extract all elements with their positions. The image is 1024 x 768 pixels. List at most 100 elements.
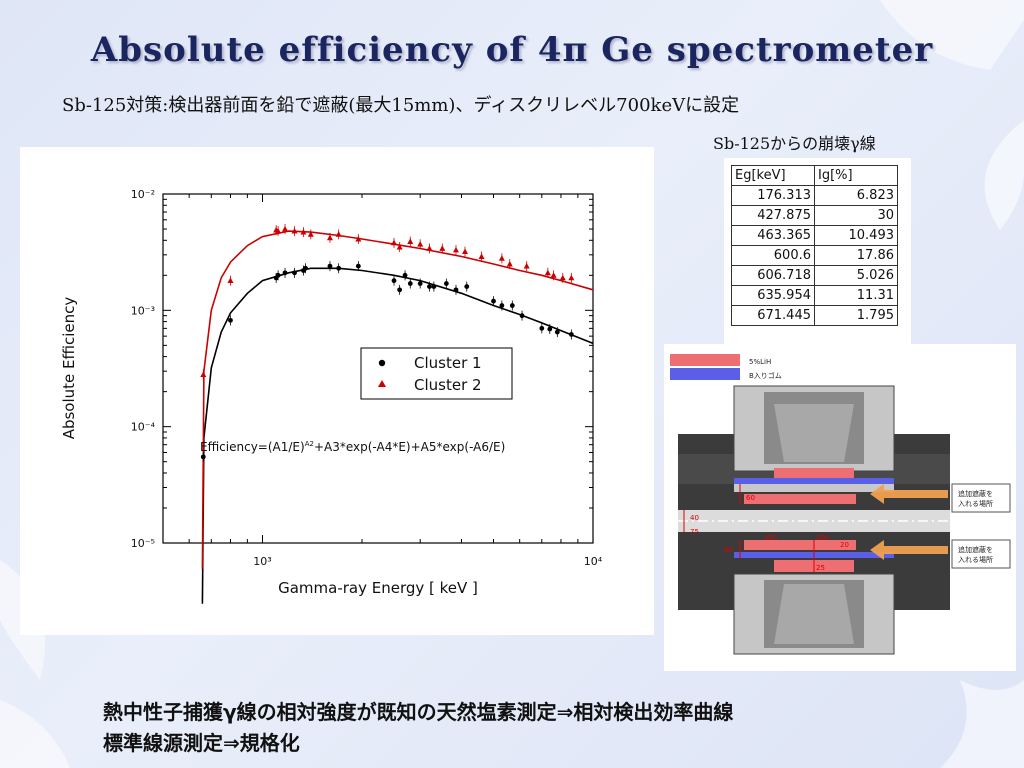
table-header-energy: Eg[keV] [731,165,815,186]
data-point-cluster-2 [275,227,282,234]
data-point-cluster-2 [407,238,414,244]
dimension-label: 25 [816,564,825,572]
callout-box-upper [951,483,1011,513]
data-point-cluster-1 [303,265,308,271]
callout-box-lower [951,539,1011,569]
table-row: 176.313 6.823 [731,185,898,206]
data-point-cluster-1 [391,278,397,284]
data-point-cluster-1 [407,281,413,286]
decay-gamma-table: Eg[keV] Ig[%] 176.313 6.823 427.875 30 463.3… [731,165,898,326]
data-point-cluster-2 [391,239,398,246]
energy-cell: 606.718 [731,265,815,286]
efficiency-chart: 10³ 10⁴ 10⁻⁵ 10⁻⁴ 10⁻³ 10⁻² Gamma-ray Energy … [60,188,603,604]
legend-label-cluster-2: Cluster 2 [414,376,482,394]
upper-lih-inner [744,494,856,504]
x-tick-label: 10³ [253,555,271,568]
data-point-cluster-2 [544,269,551,276]
legend-label-cluster-1: Cluster 1 [414,354,482,372]
data-point-cluster-2 [439,245,446,251]
data-point-cluster-1 [336,265,342,271]
table-row: 606.718 5.026 [731,265,898,286]
table-row: 600.6 17.86 [731,245,898,266]
data-point-cluster-2 [335,231,342,237]
detector-shield-diagram: 5%LiH B入りゴム 60 40 75 [670,354,1011,655]
energy-cell: 427.875 [731,205,815,226]
dimension-label: 60 [724,546,733,554]
bottom-note: 熱中性子捕獲γ線の相対強度が既知の天然塩素測定⇒相対検出効率曲線 標準線源測定⇒… [103,697,733,759]
data-point-cluster-1 [554,329,560,335]
data-point-cluster-2 [523,262,530,269]
bottom-note-line-1: 熱中性子捕獲γ線の相対強度が既知の天然塩素測定⇒相対検出効率曲線 [103,700,734,724]
data-point-cluster-1 [443,281,449,286]
energy-cell: 600.6 [731,245,815,266]
fit-curve-1 [201,267,594,604]
legend-swatch-boron-rubber [670,368,740,380]
x-tick-label: 10⁴ [584,555,603,568]
callout-arrow-upper [870,484,948,504]
data-point-cluster-1 [427,284,432,289]
data-point-cluster-2 [307,231,314,237]
energy-cell: 635.954 [731,285,815,306]
callout-text-lower: 追加遮蔽を入れる場所 [958,545,993,564]
data-point-cluster-1 [417,281,423,286]
intensity-cell: 11.31 [814,285,898,306]
data-point-cluster-2 [498,255,505,261]
data-point-cluster-2 [426,245,433,251]
upper-lih-layer [774,468,854,478]
lower-crystal [774,584,854,644]
lower-lih-inner [744,540,856,550]
table-row: 635.954 11.31 [731,285,898,306]
y-tick-label: 10⁻² [131,188,155,201]
data-point-cluster-1 [464,284,470,289]
upper-crystal [774,404,854,462]
data-point-cluster-2 [568,274,575,281]
plot-frame [162,193,594,544]
table-row: 427.875 30 [731,205,898,226]
bottom-note-line-2: 標準線源測定⇒規格化 [103,731,300,755]
callout-text-upper: 追加遮蔽を入れる場所 [958,489,993,508]
dimension-label: 75 [690,528,699,536]
data-point-cluster-1 [397,287,403,293]
data-point-cluster-1 [228,317,233,323]
data-point-cluster-1 [431,284,437,289]
page-subtitle: Sb-125対策:検出器前面を鉛で遮蔽(最大15mm)、ディスクリレベル700k… [62,95,740,116]
intensity-cell: 30 [814,205,898,226]
data-point-cluster-1 [327,263,333,269]
data-point-cluster-2 [355,235,362,242]
energy-cell: 176.313 [731,185,815,206]
dimension-label: 60 [746,494,755,502]
intensity-cell: 1.795 [814,305,898,326]
fit-formula-annotation: Efficiency=(A1/E)A2+A3*exp(-A4*E)+A5*exp… [200,440,505,454]
page-title: Absolute efficiency of 4π Ge spectromete… [90,30,934,70]
data-point-cluster-2 [550,272,557,278]
y-tick-label: 10⁻⁵ [131,537,155,550]
y-tick-label: 10⁻⁴ [131,421,156,434]
legend-label-lih: 5%LiH [749,358,771,366]
intensity-cell: 17.86 [814,245,898,266]
data-point-cluster-1 [292,270,297,276]
data-point-cluster-1 [355,263,361,269]
chart-legend: Cluster 1 Cluster 2 [360,347,513,400]
data-point-cluster-1 [200,454,206,460]
table-row: 671.445 1.795 [731,305,898,326]
table-header-intensity: Ig[%] [814,165,898,186]
upper-lih-block [734,484,894,492]
data-point-cluster-2 [326,234,333,241]
data-point-cluster-2 [227,277,234,284]
dimension-label: 100 [764,534,777,542]
data-point-cluster-2 [462,248,469,254]
y-axis-label: Absolute Efficiency [60,297,78,440]
data-point-cluster-2 [396,243,403,250]
energy-cell: 671.445 [731,305,815,326]
data-point-cluster-1 [275,272,281,278]
table-caption: Sb-125からの崩壊γ線 [713,134,876,153]
legend-label-boron-rubber: B入りゴム [749,371,782,380]
data-point-cluster-1 [402,272,408,278]
data-point-cluster-1 [282,270,288,276]
dimension-label: 20 [840,541,849,549]
upper-boron-rubber-layer [734,478,894,484]
data-point-cluster-2 [506,260,513,267]
efficiency-chart-panel: 10³ 10⁴ 10⁻⁵ 10⁻⁴ 10⁻³ 10⁻² Gamma-ray Energy … [20,147,654,635]
x-axis-label: Gamma-ray Energy [ keV ] [278,579,478,597]
